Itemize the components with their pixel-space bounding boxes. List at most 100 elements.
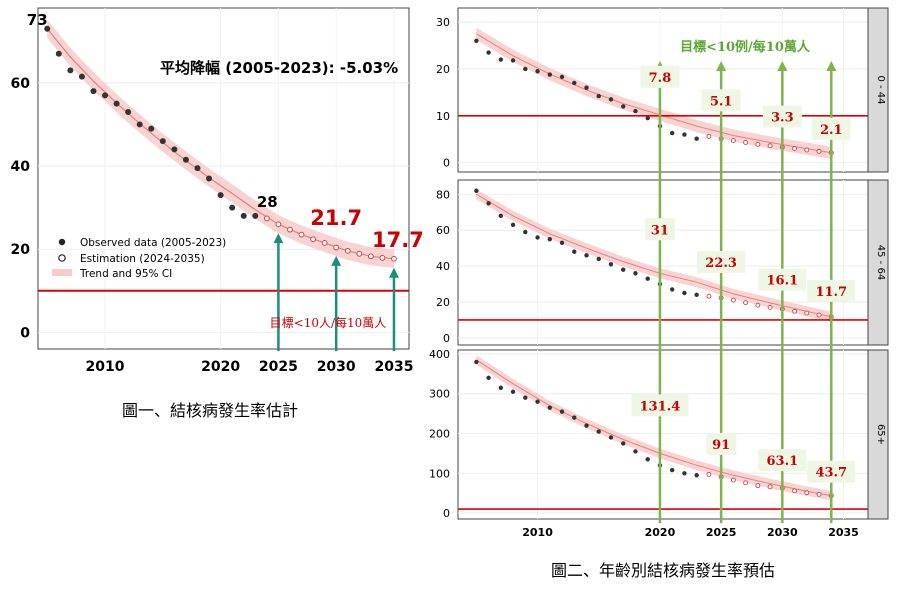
left-observed-point xyxy=(55,50,62,57)
facet-estimation-point xyxy=(706,293,712,299)
legend-estimation-marker xyxy=(58,254,66,262)
left-observed-point xyxy=(159,138,166,145)
facet-y-tick-label: 80 xyxy=(436,188,450,201)
facet-value-label-box xyxy=(758,449,807,472)
facet-estimation-point xyxy=(730,297,736,303)
right-target-text: 目標<10例/每10萬人 xyxy=(680,39,811,55)
facet-observed-point xyxy=(584,423,589,428)
facet-value-label-box xyxy=(631,394,689,417)
facet-value-label: 31 xyxy=(651,223,669,238)
left-target-text: 目標<10人/每10萬人 xyxy=(270,315,387,330)
facet-age_45_64: 0 20 40 60 80 45 - 64 xyxy=(436,179,889,346)
left-estimation-point xyxy=(379,255,386,261)
left-estimation-point xyxy=(321,240,328,246)
facet-observed-point xyxy=(682,471,687,476)
facet-observed-point xyxy=(645,276,650,281)
left-point-labels: 73 28 21.7 17.7 xyxy=(27,11,424,252)
facet-observed-point xyxy=(645,115,650,121)
facet-observed-point xyxy=(596,429,601,434)
facet-y-tick-label: 30 xyxy=(436,16,450,29)
facet-observed-point xyxy=(633,449,638,454)
facet-value-label-box xyxy=(706,432,737,455)
facet-observed-point xyxy=(682,132,687,137)
facet-value-label: 3.3 xyxy=(771,111,794,126)
facet-observed-point xyxy=(474,38,479,43)
facet-observed-point xyxy=(474,359,479,365)
left-point-label: 28 xyxy=(257,193,278,211)
left-observed-point xyxy=(240,212,247,219)
facet-observed-point xyxy=(547,405,552,410)
facet-observed-point xyxy=(498,385,504,390)
facet-observed-point xyxy=(486,375,491,381)
left-y-tick-label: 20 xyxy=(11,242,31,258)
facet-y-tick-label: 0 xyxy=(443,507,450,520)
left-estimation-point xyxy=(344,247,351,254)
left-estimation-point xyxy=(298,231,305,238)
facet-observed-point xyxy=(486,50,491,55)
facet-observed-point xyxy=(559,240,565,245)
facet-ci-band xyxy=(476,27,832,159)
facet-strip-label: 65+ xyxy=(875,424,886,445)
left-axis-ticks: 0 20 40 60 2010 2020 2025 2030 2035 xyxy=(11,76,414,375)
facet-age_0_44: 0 10 20 30 0 - 44 xyxy=(436,7,889,173)
left-y-tick-label: 40 xyxy=(11,159,31,175)
facet-observed-point xyxy=(547,236,552,242)
figure2-caption: 圖二、年齡別結核病發生率預估 xyxy=(551,561,775,580)
left-y-tick-label: 60 xyxy=(11,76,31,92)
left-estimation-point xyxy=(333,244,340,251)
facet-value-label-box xyxy=(758,268,807,291)
facet-estimation-point xyxy=(767,484,773,490)
facet-value-label-box xyxy=(811,117,851,140)
facet-estimation-point xyxy=(730,138,736,144)
left-observed-point xyxy=(67,67,74,74)
legend-trend-label: Trend and 95% CI xyxy=(79,268,172,280)
facet-value-label: 43.7 xyxy=(815,466,847,481)
facet-y-tick-label: 400 xyxy=(429,348,450,361)
facet-observed-point xyxy=(523,229,528,235)
facet-observed-point xyxy=(621,104,626,109)
left-estimation-point xyxy=(391,255,397,262)
facet-observed-point xyxy=(621,267,626,272)
left-x-tick-label: 2020 xyxy=(201,359,240,375)
left-observed-point xyxy=(171,146,178,153)
facet-value-label: 91 xyxy=(712,438,730,453)
facet-value-label: 63.1 xyxy=(766,454,798,469)
facet-estimation-point xyxy=(804,147,810,153)
facet-observed-point xyxy=(498,57,504,62)
facet-observed-point xyxy=(486,201,491,206)
facet-value-label-box xyxy=(807,460,856,483)
facet-y-tick-label: 0 xyxy=(443,332,450,345)
left-legend: Observed data (2005-2023) Estimation (20… xyxy=(52,237,226,280)
left-observed-point xyxy=(102,92,109,99)
facet-observed-point xyxy=(523,395,528,400)
left-point-label: 73 xyxy=(27,11,48,29)
left-estimation-point xyxy=(310,236,316,243)
facet-value-label: 5.1 xyxy=(710,94,733,109)
legend-observed-label: Observed data (2005-2023) xyxy=(80,237,226,249)
left-estimation-point xyxy=(287,226,293,233)
facet-observed-point xyxy=(584,253,589,258)
facet-observed-point xyxy=(596,256,601,262)
left-observed-point xyxy=(113,100,120,107)
facet-value-label-box xyxy=(640,65,680,88)
facet-observed-point xyxy=(608,435,614,440)
left-target-arrows xyxy=(273,233,399,351)
facet-value-labels: 7.8 5.1 3.3 2.1 31 22.3 16.1 11.7 131.4 91 63.1 43.… xyxy=(631,65,856,483)
facet-y-tick-label: 20 xyxy=(436,63,450,76)
facet-observed-point xyxy=(559,409,565,414)
facet-observed-point xyxy=(669,130,675,136)
facet-frame xyxy=(457,179,869,346)
facet-strip-label: 45 - 64 xyxy=(875,245,886,280)
left-estimation-point xyxy=(356,250,363,257)
legend-observed-marker xyxy=(58,238,66,246)
facet-x-tick-label: 2025 xyxy=(706,526,737,539)
facet-observed-point xyxy=(608,262,614,267)
facet-observed-point xyxy=(621,441,626,446)
facet-strip-label: 0 - 44 xyxy=(875,75,886,104)
left-estimation-point xyxy=(367,253,374,260)
facet-value-label: 2.1 xyxy=(820,123,843,138)
legend-estimation-label: Estimation (2024-2035) xyxy=(80,253,205,265)
facet-target-arrows xyxy=(654,61,837,523)
facet-observed-point xyxy=(510,58,516,63)
